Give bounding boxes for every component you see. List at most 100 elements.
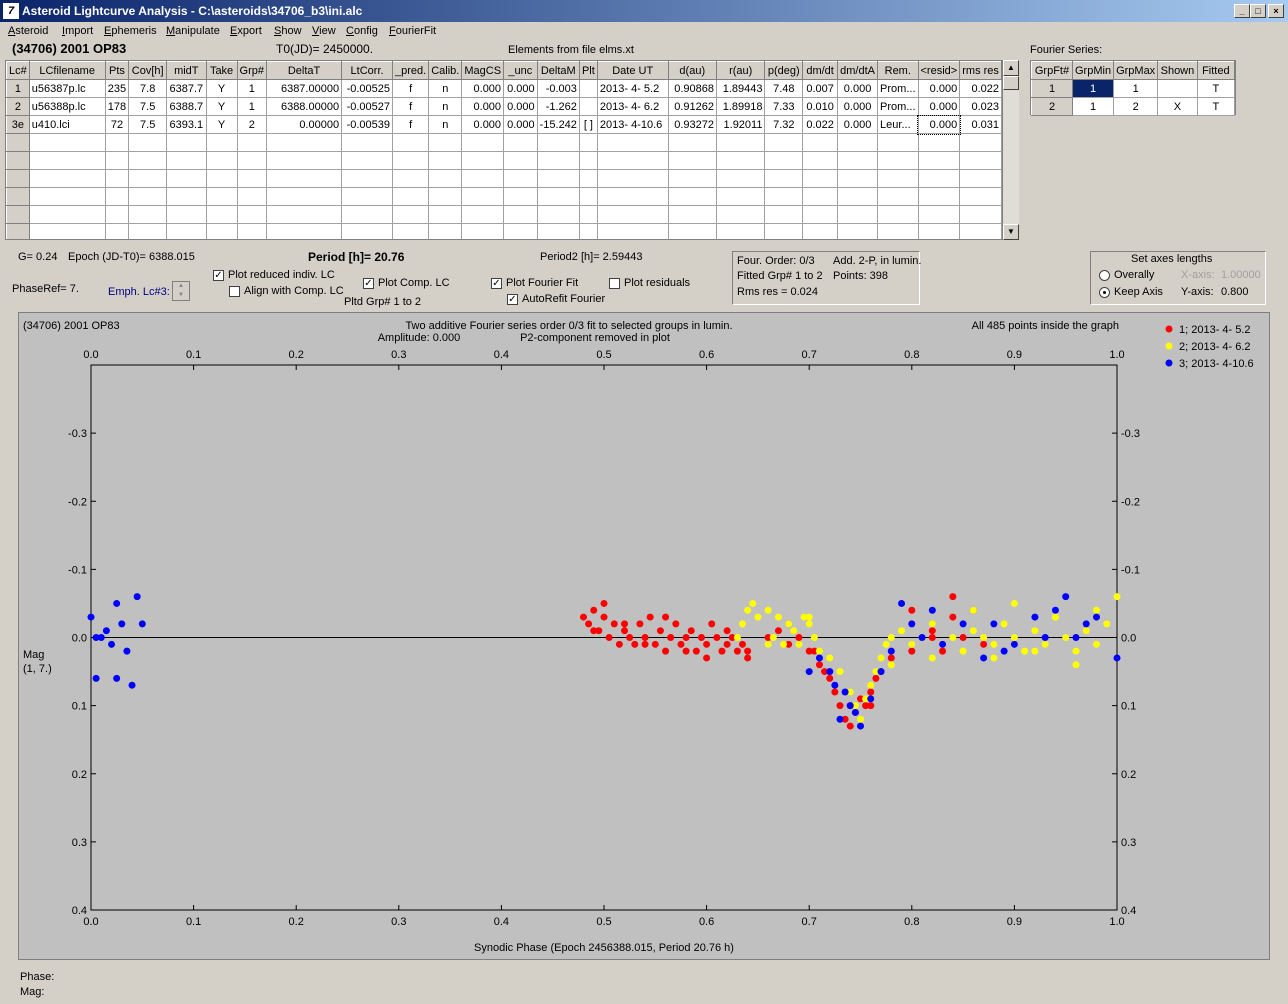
- lc-cell[interactable]: 2013- 4- 5.2: [596, 79, 669, 98]
- lc-row-header[interactable]: [6, 151, 30, 170]
- lc-cell[interactable]: [104, 223, 130, 239]
- lc-cell[interactable]: [715, 223, 766, 239]
- lc-cell[interactable]: 7.48: [764, 79, 804, 98]
- lc-cell[interactable]: [536, 187, 580, 206]
- lc-cell[interactable]: [596, 205, 669, 224]
- fourier-cell[interactable]: 1: [1071, 79, 1115, 98]
- lc-cell[interactable]: 1: [236, 79, 267, 98]
- lc-col-header[interactable]: p(deg): [764, 61, 804, 80]
- lc-cell[interactable]: [667, 187, 718, 206]
- lc-cell[interactable]: [166, 133, 207, 152]
- lc-table-row[interactable]: [6, 133, 1002, 152]
- lc-cell[interactable]: [917, 151, 961, 170]
- lc-col-header[interactable]: Calib.: [428, 61, 463, 80]
- fourier-cell[interactable]: 2: [1031, 97, 1073, 116]
- scroll-down-button[interactable]: ▼: [1003, 224, 1019, 240]
- lc-cell[interactable]: [578, 223, 598, 239]
- lc-cell[interactable]: u410.lci: [28, 115, 106, 134]
- lc-cell[interactable]: 6393.1: [166, 115, 207, 134]
- lc-col-header[interactable]: Cov[h]: [128, 61, 167, 80]
- lc-cell[interactable]: 0.93272: [667, 115, 718, 134]
- lc-cell[interactable]: u56388p.lc: [28, 97, 106, 116]
- lc-cell[interactable]: 6388.7: [166, 97, 207, 116]
- lc-cell[interactable]: [917, 205, 961, 224]
- lc-cell[interactable]: [578, 97, 598, 116]
- menu-view[interactable]: View: [312, 25, 336, 37]
- lc-cell[interactable]: 6387.00000: [265, 79, 343, 98]
- lc-cell[interactable]: [959, 151, 1002, 170]
- lc-cell[interactable]: [28, 187, 106, 206]
- lc-cell[interactable]: [128, 151, 167, 170]
- fourier-cell[interactable]: 1: [1031, 79, 1073, 98]
- lc-cell[interactable]: -15.242: [536, 115, 580, 134]
- lc-cell[interactable]: [166, 223, 207, 239]
- lc-cell[interactable]: 0.000: [837, 115, 879, 134]
- lc-cell[interactable]: [917, 133, 961, 152]
- lc-cell[interactable]: 0.022: [802, 115, 839, 134]
- lc-cell[interactable]: [837, 187, 879, 206]
- lc-cell[interactable]: [265, 151, 343, 170]
- lc-cell[interactable]: [837, 169, 879, 188]
- lc-cell[interactable]: [428, 133, 463, 152]
- lc-cell[interactable]: [877, 205, 919, 224]
- lc-cell[interactable]: [461, 187, 505, 206]
- lc-cell[interactable]: Prom...: [877, 97, 919, 116]
- lc-cell[interactable]: [392, 133, 430, 152]
- fourier-cell[interactable]: 2: [1113, 97, 1159, 116]
- lc-table-row[interactable]: [6, 187, 1002, 206]
- lc-cell[interactable]: [428, 205, 463, 224]
- menu-fourierfit[interactable]: FourierFit: [389, 25, 437, 37]
- menu-show[interactable]: Show: [274, 25, 302, 37]
- lc-cell[interactable]: [128, 133, 167, 152]
- keep-axis-radio[interactable]: Keep Axis: [1099, 286, 1163, 298]
- lc-cell[interactable]: [ ]: [578, 115, 598, 134]
- lc-cell[interactable]: [205, 223, 238, 239]
- lc-cell[interactable]: [536, 205, 580, 224]
- lc-cell[interactable]: [667, 133, 718, 152]
- lc-cell[interactable]: 7.32: [764, 115, 804, 134]
- lc-cell[interactable]: 235: [104, 79, 130, 98]
- lc-cell[interactable]: [428, 151, 463, 170]
- lc-cell[interactable]: Leur...: [877, 115, 919, 134]
- lc-cell[interactable]: [104, 169, 130, 188]
- plot-comp-checkbox[interactable]: ✓ Plot Comp. LC: [363, 277, 450, 289]
- lc-col-header[interactable]: Grp#: [236, 61, 267, 80]
- lc-cell[interactable]: [428, 169, 463, 188]
- lc-cell[interactable]: [959, 187, 1002, 206]
- align-comp-checkbox[interactable]: Align with Comp. LC: [229, 285, 344, 297]
- lc-cell[interactable]: 0.000: [503, 97, 538, 116]
- menu-config[interactable]: Config: [346, 25, 378, 37]
- lc-cell[interactable]: [392, 151, 430, 170]
- lc-cell[interactable]: [341, 169, 394, 188]
- lc-table-row[interactable]: 1 u56387p.lc 235 7.8 6387.7 Y 1 6387.00000 -0.00…: [6, 79, 1002, 98]
- lc-col-header[interactable]: dm/dt: [802, 61, 839, 80]
- lc-cell[interactable]: 0.000: [917, 97, 961, 116]
- lc-cell[interactable]: [205, 187, 238, 206]
- lc-cell[interactable]: [341, 205, 394, 224]
- lc-col-header[interactable]: r(au): [715, 61, 766, 80]
- lc-row-header[interactable]: [6, 205, 30, 224]
- lc-cell[interactable]: [341, 151, 394, 170]
- y-axis-value[interactable]: 0.800: [1221, 286, 1249, 298]
- lc-cell[interactable]: [236, 187, 267, 206]
- lc-cell[interactable]: -1.262: [536, 97, 580, 116]
- lc-cell[interactable]: [428, 187, 463, 206]
- lc-col-header[interactable]: _pred.: [392, 61, 430, 80]
- lc-col-header[interactable]: Date UT: [596, 61, 669, 80]
- lc-cell[interactable]: 2013- 4-10.6: [596, 115, 669, 134]
- lc-cell[interactable]: [166, 169, 207, 188]
- fourier-col-header[interactable]: GrpFt#: [1031, 61, 1073, 80]
- lc-cell[interactable]: [959, 133, 1002, 152]
- lc-cell[interactable]: [596, 187, 669, 206]
- lc-col-header[interactable]: rms res: [959, 61, 1002, 80]
- fourier-cell[interactable]: T: [1196, 79, 1236, 98]
- lc-cell[interactable]: 7.33: [764, 97, 804, 116]
- lc-cell[interactable]: u56387p.lc: [28, 79, 106, 98]
- lc-cell[interactable]: 7.8: [128, 79, 167, 98]
- lc-cell[interactable]: [236, 151, 267, 170]
- lightcurve-chart[interactable]: (34706) 2001 OP83 Two additive Fourier se…: [19, 313, 1269, 959]
- fourier-col-header[interactable]: Fitted: [1196, 61, 1236, 80]
- lc-cell[interactable]: [28, 133, 106, 152]
- lc-cell[interactable]: 1.89918: [715, 97, 766, 116]
